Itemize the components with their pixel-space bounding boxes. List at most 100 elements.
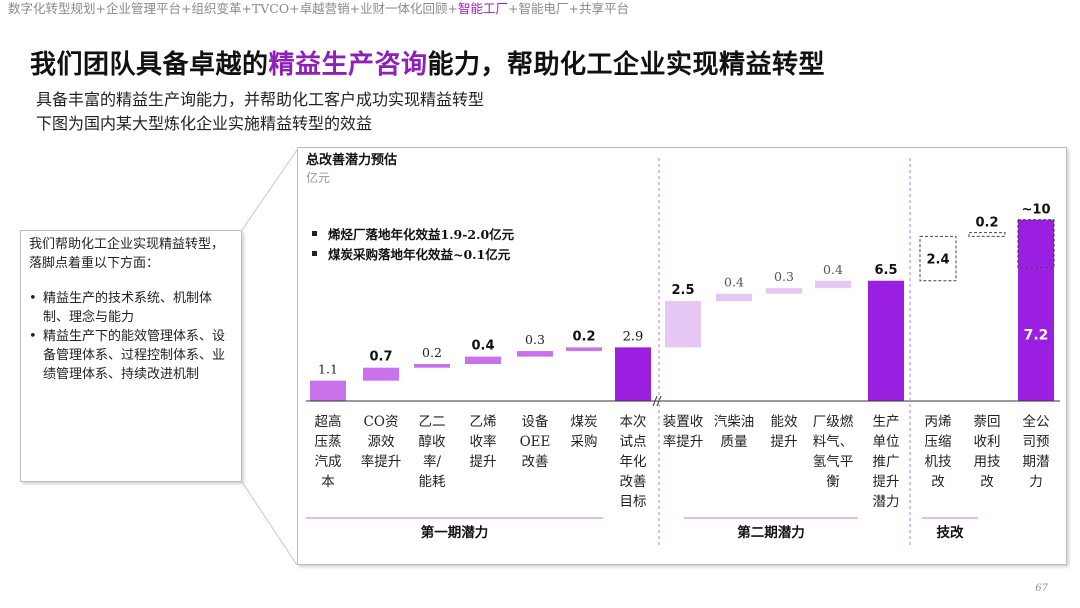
waterfall-value-label: 2.9 [623, 329, 644, 344]
category-label: 率提升 [361, 453, 402, 470]
waterfall-bar [517, 351, 553, 357]
category-label: 用技 [974, 454, 1002, 470]
category-label: 丙烯 [925, 414, 952, 430]
category-label: 试点 [620, 434, 647, 450]
category-label: 氢气平 [813, 454, 854, 470]
category-label: 厂级燃 [813, 413, 854, 430]
category-label: 装置收 [663, 414, 704, 430]
category-label: 期潜 [1023, 454, 1051, 470]
group-label: 技改 [937, 524, 965, 541]
category-label: CO资 [364, 414, 399, 430]
category-label: 改善 [522, 454, 549, 470]
waterfall-value-label: 6.5 [874, 263, 897, 278]
category-label: 单位 [873, 434, 900, 450]
waterfall-bar [310, 380, 346, 401]
waterfall-bar-potential [968, 232, 1006, 237]
category-label: 采购 [571, 434, 598, 450]
group-label: 第一期潜力 [421, 524, 489, 541]
focus-areas-box: 我们帮助化工企业实现精益转型，落脚点着重以下方面： 精益生产的技术系统、机制体制… [20, 230, 242, 482]
waterfall-value-label: 0.2 [975, 216, 998, 231]
category-label: 本 [321, 474, 335, 490]
category-label: 压缩 [925, 434, 952, 450]
category-label: 能效 [771, 414, 799, 430]
category-label: 压蒸 [315, 434, 342, 450]
category-label: 质量 [721, 434, 748, 450]
category-label: 提升 [470, 454, 497, 470]
axis-break-mark [652, 395, 658, 407]
category-label: 源效 [368, 434, 395, 450]
category-label: 目标 [620, 494, 647, 510]
category-label: 全公 [1023, 413, 1051, 430]
waterfall-value-label: 0.3 [774, 269, 794, 284]
waterfall-total-label: ~10 [1022, 203, 1051, 218]
category-label: 乙烯 [470, 414, 497, 430]
category-label: 推广 [873, 454, 900, 470]
waterfall-bar [414, 364, 450, 368]
category-label: 力 [1029, 474, 1043, 490]
chart-unit: 亿元 [306, 170, 330, 185]
page-title: 我们团队具备卓越的精益生产咨询能力，帮助化工企业实现精益转型 [30, 50, 826, 80]
focus-item: 精益生产的技术系统、机制体制、理念与能力 [29, 289, 233, 327]
waterfall-bar-grand-total [1018, 267, 1054, 401]
annotation-bullet [312, 251, 317, 256]
page-number: 67 [1035, 583, 1048, 594]
category-label: 本次 [620, 414, 647, 430]
focus-item: 精益生产下的能效管理体系、设备管理体系、过程控制体系、业绩管理体系、持续改进机制 [29, 327, 233, 384]
focus-list: 精益生产的技术系统、机制体制、理念与能力 精益生产下的能效管理体系、设备管理体系… [29, 289, 233, 384]
category-label: 收利 [974, 434, 1001, 450]
category-label: 衡 [826, 474, 840, 490]
waterfall-bar-potential [919, 235, 957, 282]
category-label: 率/ [423, 453, 441, 470]
waterfall-chart: 总改善潜力预估亿元烯烃厂落地年化效益1.9-2.0亿元煤炭采购落地年化效益~0.… [306, 152, 1060, 548]
category-label: 煤炭 [571, 414, 598, 430]
waterfall-value-label: 0.4 [823, 262, 843, 277]
waterfall-value-label: 0.4 [724, 275, 744, 290]
chart-title: 总改善潜力预估 [306, 152, 397, 168]
waterfall-value-label: 0.2 [572, 329, 595, 344]
waterfall-value-label: 0.3 [525, 332, 545, 347]
waterfall-bar [665, 301, 701, 348]
waterfall-bar-total-extension [1018, 219, 1054, 268]
category-label: OEE [520, 434, 551, 450]
group-label: 第二期潜力 [737, 524, 805, 541]
category-label: 改 [931, 474, 945, 490]
category-label: 年化 [620, 454, 647, 470]
waterfall-value-label: 0.4 [471, 339, 494, 354]
waterfall-bar-potential-outline [1017, 219, 1055, 269]
waterfall-chart-panel: 总改善潜力预估 亿元 烯烃厂落地年化效益1.9-2.0亿元 煤炭采购落地年化效益~0.… [297, 147, 1067, 565]
waterfall-bar [465, 356, 501, 364]
subtitle-line-2: 下图为国内某大型炼化企业实施精益转型的效益 [36, 114, 373, 133]
waterfall-bar [868, 280, 904, 401]
category-label: 改 [980, 474, 994, 490]
category-label: 汽柴油 [714, 414, 755, 430]
waterfall-value-label: 2.5 [671, 283, 694, 298]
category-label: 汽成 [315, 454, 342, 470]
waterfall-bar [766, 288, 802, 294]
category-label: 料气、 [813, 434, 854, 450]
waterfall-value-label: 1.1 [318, 362, 338, 377]
focus-intro: 我们帮助化工企业实现精益转型，落脚点着重以下方面： [29, 237, 225, 271]
category-label: 设备 [522, 413, 550, 430]
waterfall-bar [615, 347, 651, 401]
waterfall-bar [716, 293, 752, 302]
waterfall-value-label: 0.7 [369, 350, 392, 365]
category-label: 收率 [470, 433, 497, 450]
breadcrumb: 数字化转型规划+企业管理平台+组织变革+TVCO+卓越营销+业财一体化回顾+智能… [8, 1, 629, 16]
waterfall-bar [363, 367, 399, 381]
category-label: 潜力 [873, 494, 900, 510]
waterfall-value-label: 2.4 [926, 253, 949, 268]
subtitle-line-1: 具备丰富的精益生产询能力，并帮助化工客户成功实现精益转型 [36, 90, 485, 109]
chart-annotation: 煤炭采购落地年化效益~0.1亿元 [328, 247, 511, 262]
waterfall-value-label: 7.2 [1024, 327, 1049, 343]
waterfall-bar [566, 347, 602, 352]
category-label: 乙二 [419, 414, 446, 430]
category-label: 超高 [315, 413, 342, 430]
annotation-bullet [312, 231, 317, 236]
category-label: 改善 [620, 474, 647, 490]
waterfall-value-label: 0.2 [422, 345, 442, 360]
category-label: 提升 [771, 434, 798, 450]
category-label: 机技 [925, 454, 953, 470]
waterfall-bar [815, 280, 851, 289]
category-label: 生产 [873, 414, 900, 430]
category-label: 醇收 [419, 433, 446, 450]
